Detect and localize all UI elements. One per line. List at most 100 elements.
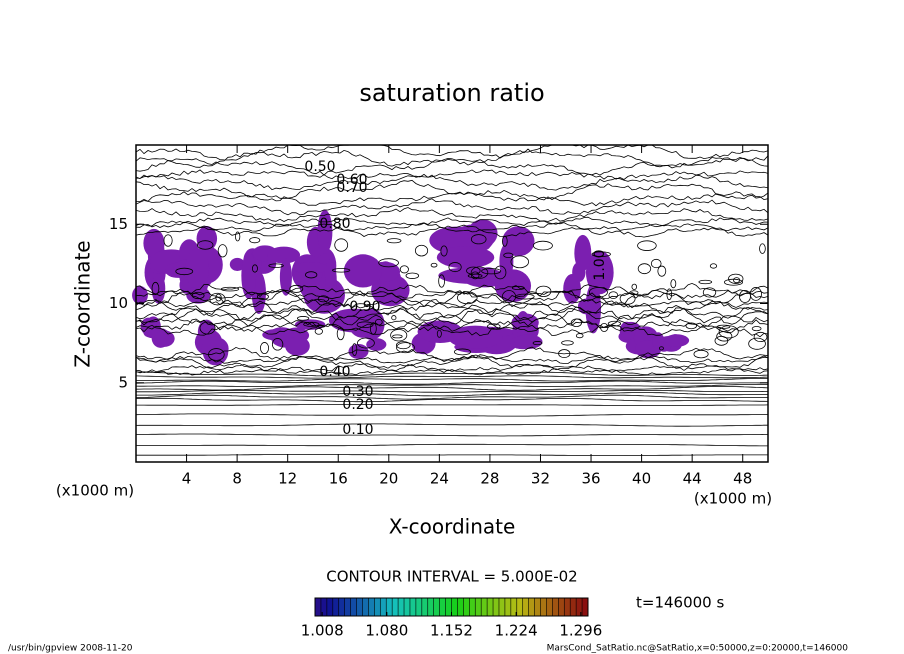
contour-line — [378, 258, 399, 268]
contour-line — [657, 265, 667, 277]
contour-line — [748, 337, 766, 350]
colorbar-stripe — [350, 598, 358, 616]
contour-line — [135, 383, 768, 387]
filled-region — [185, 248, 210, 289]
contour-line — [135, 144, 769, 161]
contour-line — [481, 268, 502, 275]
contour-line — [296, 316, 310, 321]
contour-line — [136, 306, 769, 327]
colorbar-stripe — [522, 598, 530, 616]
y-tick-label: 10 — [109, 294, 128, 312]
contour-line — [631, 283, 638, 290]
contour-line — [135, 423, 768, 427]
colorbar-stripe — [392, 598, 399, 616]
contour-line — [334, 238, 349, 252]
colorbar-stripe — [409, 598, 417, 616]
contour-line — [494, 265, 507, 280]
contour-line — [650, 258, 662, 269]
x-unit: (x1000 m) — [694, 490, 772, 508]
contour-line — [175, 267, 194, 276]
colorbar-tick-label: 1.080 — [365, 622, 408, 640]
filled-region — [287, 336, 307, 356]
contour-line — [199, 321, 216, 335]
contour-line — [575, 333, 584, 339]
contour-line — [396, 342, 415, 354]
contour-line — [698, 279, 713, 285]
contour-line — [357, 337, 375, 349]
filled-region — [664, 334, 690, 347]
contour-line — [510, 255, 529, 269]
contour-line — [535, 285, 552, 297]
contour-line — [718, 325, 739, 339]
y-tick-label: 5 — [118, 373, 128, 391]
contour-line — [502, 235, 508, 247]
x-tick-label: 32 — [531, 470, 550, 488]
contour-line — [135, 355, 769, 372]
contour-line — [135, 289, 769, 308]
colorbar-stripe — [315, 598, 322, 616]
chart-title: saturation ratio — [359, 79, 544, 107]
x-tick-label: 28 — [480, 470, 499, 488]
colorbar-tick-label: 1.152 — [430, 622, 473, 640]
colorbar-stripe — [510, 598, 518, 616]
colorbar-stripe — [421, 598, 429, 616]
contour-label: 0.80 — [319, 216, 350, 232]
x-tick-label: 12 — [278, 470, 297, 488]
footer-right: MarsCond_SatRatio.nc@SatRatio,x=0:50000,… — [547, 644, 849, 654]
colorbar-stripe — [498, 598, 506, 616]
contour-line — [135, 323, 769, 338]
colorbar-stripe — [534, 598, 542, 616]
contour-line — [608, 291, 619, 299]
contour-line — [135, 157, 769, 176]
contour-line — [135, 413, 769, 417]
contour-line — [453, 348, 471, 356]
colorbar-stripe — [570, 598, 577, 616]
colorbar-stripe — [493, 598, 500, 616]
contour-lines — [135, 144, 769, 456]
filled-region — [366, 338, 387, 351]
colorbar-stripe — [469, 598, 476, 616]
contour-line — [217, 244, 228, 258]
y-unit: (x1000 m) — [56, 482, 134, 500]
contour-line — [135, 221, 769, 232]
time-label: t=146000 s — [636, 594, 724, 612]
contour-line — [588, 287, 608, 298]
contour-line — [136, 404, 769, 406]
contour-line — [558, 349, 571, 358]
contour-line — [430, 262, 438, 268]
contour-line — [136, 390, 768, 393]
filled-region — [448, 325, 503, 349]
filled-region — [348, 343, 369, 359]
filled-region — [467, 219, 498, 248]
contour-line — [305, 271, 318, 279]
contour-line — [436, 329, 442, 338]
x-axis-label: X-coordinate — [389, 515, 516, 539]
contour-line — [629, 290, 639, 296]
contour-line — [135, 207, 769, 222]
contour-line — [317, 295, 330, 303]
contour-line — [637, 263, 652, 275]
colorbar-stripe — [451, 598, 458, 616]
colorbar-stripe — [338, 598, 346, 616]
contour-line — [256, 293, 269, 300]
filled-region — [502, 226, 535, 257]
filled-region — [267, 246, 301, 264]
contour-label: 0.60 — [336, 172, 367, 188]
contour-label: 0.10 — [342, 422, 373, 438]
filled-region — [563, 273, 581, 304]
filled-region — [279, 258, 292, 296]
filled-region — [574, 234, 592, 271]
contour-label: 0.40 — [319, 364, 350, 380]
contour-line — [136, 392, 768, 397]
contour-line — [716, 331, 733, 342]
contour-line — [470, 234, 487, 245]
contour-line — [511, 285, 525, 291]
x-tick-label: 24 — [430, 470, 449, 488]
colorbar-stripe — [558, 598, 565, 616]
contour-line — [467, 273, 483, 279]
contour-line — [332, 268, 351, 273]
contour-line — [135, 216, 769, 228]
contour-line — [470, 271, 480, 280]
contour-line — [693, 349, 709, 359]
contour-line — [561, 340, 574, 346]
